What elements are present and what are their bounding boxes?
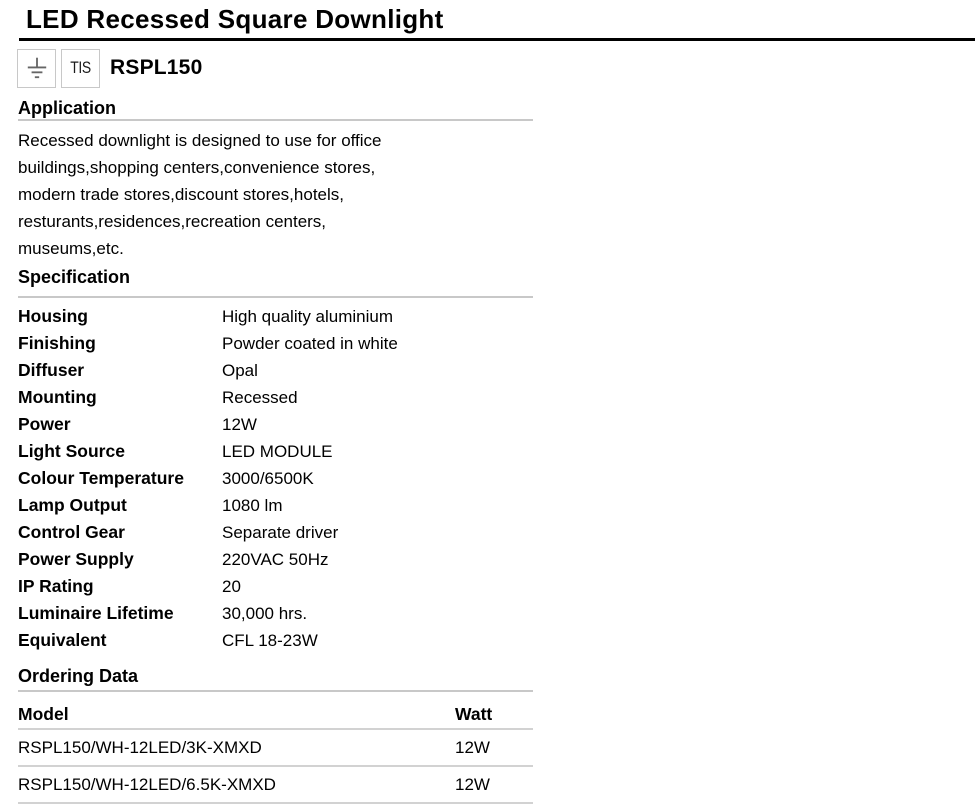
spec-row: Diffuser Opal bbox=[18, 357, 979, 384]
spec-label: Finishing bbox=[18, 333, 96, 353]
spec-row: Finishing Powder coated in white bbox=[18, 330, 979, 357]
ordering-table: Model Watt RSPL150/WH-12LED/3K-XMXD 12W … bbox=[18, 692, 533, 804]
tis-badge: TIS bbox=[61, 48, 100, 88]
column-header-watt: Watt bbox=[455, 704, 493, 724]
spec-value: 20 bbox=[222, 576, 241, 596]
spec-value: CFL 18-23W bbox=[222, 630, 318, 650]
table-row: RSPL150/WH-12LED/6.5K-XMXD 12W bbox=[18, 767, 533, 802]
spec-value: LED MODULE bbox=[222, 441, 333, 461]
watt-cell: 12W bbox=[455, 738, 490, 757]
spec-label: Power bbox=[18, 414, 71, 434]
spec-row: Luminaire Lifetime 30,000 hrs. bbox=[18, 600, 979, 627]
datasheet-page: LED Recessed Square Downlight TIS RSPL15… bbox=[0, 4, 979, 804]
ordering-data-divider bbox=[18, 690, 533, 692]
model-cell: RSPL150/WH-12LED/6.5K-XMXD bbox=[18, 775, 276, 794]
spec-label: Colour Temperature bbox=[18, 468, 184, 488]
spec-value: 1080 lm bbox=[222, 495, 283, 515]
spec-value: Recessed bbox=[222, 387, 298, 407]
spec-label: Power Supply bbox=[18, 549, 134, 569]
spec-row: IP Rating 20 bbox=[18, 573, 979, 600]
model-cell: RSPL150/WH-12LED/3K-XMXD bbox=[18, 738, 262, 757]
spec-row: Light Source LED MODULE bbox=[18, 438, 979, 465]
earth-ground-icon-box bbox=[17, 48, 56, 88]
product-header: TIS RSPL150 bbox=[17, 48, 979, 88]
column-header-model: Model bbox=[18, 704, 69, 724]
spec-label: Equivalent bbox=[18, 630, 107, 650]
spec-row: Housing High quality aluminium bbox=[18, 303, 979, 330]
spec-label: Housing bbox=[18, 306, 88, 326]
application-heading: Application bbox=[18, 98, 116, 118]
table-divider bbox=[18, 728, 533, 730]
spec-row: Power 12W bbox=[18, 411, 979, 438]
spec-value: Separate driver bbox=[222, 522, 339, 542]
spec-value: 12W bbox=[222, 414, 257, 434]
application-text: Recessed downlight is designed to use fo… bbox=[18, 127, 979, 262]
ordering-table-header: Model Watt bbox=[18, 692, 533, 728]
spec-label: Luminaire Lifetime bbox=[18, 603, 174, 623]
model-number: RSPL150 bbox=[110, 56, 203, 79]
title-divider bbox=[19, 38, 975, 41]
specification-table: Housing High quality aluminium Finishing… bbox=[18, 303, 979, 654]
spec-row: Colour Temperature 3000/6500K bbox=[18, 465, 979, 492]
spec-value: 30,000 hrs. bbox=[222, 603, 308, 623]
application-divider bbox=[18, 119, 533, 121]
spec-label: Lamp Output bbox=[18, 495, 127, 515]
spec-label: Control Gear bbox=[18, 522, 125, 542]
application-line: modern trade stores,discount stores,hote… bbox=[18, 185, 344, 204]
earth-ground-icon bbox=[27, 57, 46, 79]
table-divider bbox=[18, 765, 533, 767]
spec-row: Mounting Recessed bbox=[18, 384, 979, 411]
spec-value: 220VAC 50Hz bbox=[222, 549, 329, 569]
spec-value: Opal bbox=[222, 360, 258, 380]
spec-label: Light Source bbox=[18, 441, 125, 461]
ordering-data-heading: Ordering Data bbox=[18, 666, 139, 686]
spec-row: Control Gear Separate driver bbox=[18, 519, 979, 546]
tis-label: TIS bbox=[70, 58, 91, 77]
spec-value: 3000/6500K bbox=[222, 468, 314, 488]
watt-cell: 12W bbox=[455, 775, 490, 794]
application-line: museums,etc. bbox=[18, 239, 124, 258]
spec-label: Diffuser bbox=[18, 360, 85, 380]
table-row: RSPL150/WH-12LED/3K-XMXD 12W bbox=[18, 730, 533, 765]
application-line: buildings,shopping centers,convenience s… bbox=[18, 158, 376, 177]
spec-row: Equivalent CFL 18-23W bbox=[18, 627, 979, 654]
spec-label: IP Rating bbox=[18, 576, 94, 596]
specification-divider bbox=[18, 296, 533, 298]
application-line: resturants,residences,recreation centers… bbox=[18, 212, 327, 231]
page-title: LED Recessed Square Downlight bbox=[26, 4, 444, 34]
spec-row: Power Supply 220VAC 50Hz bbox=[18, 546, 979, 573]
spec-value: High quality aluminium bbox=[222, 306, 394, 326]
application-line: Recessed downlight is designed to use fo… bbox=[18, 131, 382, 150]
spec-row: Lamp Output 1080 lm bbox=[18, 492, 979, 519]
spec-value: Powder coated in white bbox=[222, 333, 398, 353]
spec-label: Mounting bbox=[18, 387, 97, 407]
specification-heading: Specification bbox=[18, 267, 131, 287]
